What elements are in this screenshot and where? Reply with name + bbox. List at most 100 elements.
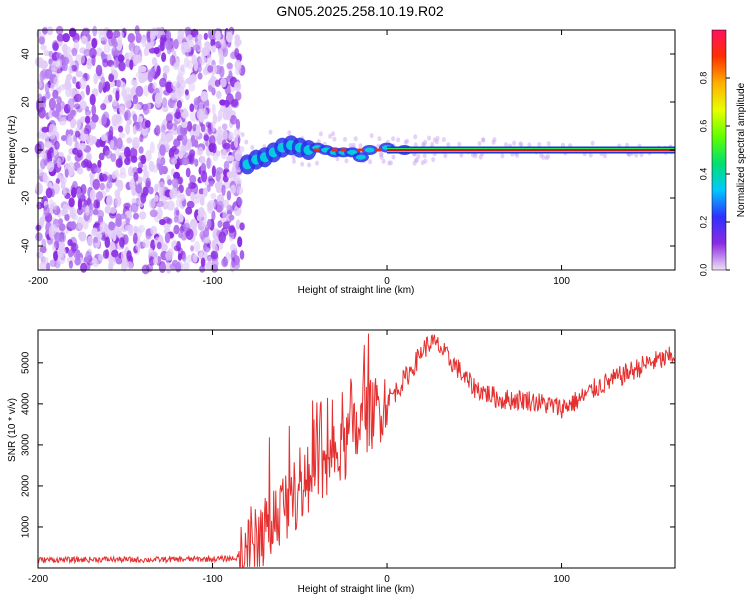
spectrogram-cell	[217, 242, 224, 250]
snr-frame	[37, 329, 676, 569]
spectrogram-cells	[34, 25, 674, 275]
snr-x-ticks: -200 -100 0 100	[28, 330, 570, 585]
spectrogram-cell	[217, 220, 223, 228]
spectrogram-cell	[108, 73, 115, 83]
spectrogram-cell	[206, 157, 211, 170]
spectrogram-cell	[43, 50, 51, 57]
spectrogram-cell	[200, 123, 206, 133]
spectrogram-cell	[94, 167, 102, 173]
spectrogram-cell	[211, 165, 216, 178]
spectrogram-cell	[103, 43, 111, 54]
spectrogram-cell	[181, 157, 190, 166]
spectrogram-cell	[51, 60, 59, 72]
y-tick-label: 4000	[21, 392, 32, 415]
spectrogram-cell	[143, 164, 148, 176]
spectrogram-cell	[159, 144, 166, 156]
spectrogram-cell	[112, 30, 121, 38]
spectrogram-cell	[391, 136, 396, 142]
spectrogram-cell	[176, 100, 182, 109]
spectrogram-cell	[80, 262, 88, 273]
colorbar-tick-label: 0.2	[698, 216, 708, 229]
spectrogram-cell	[218, 49, 224, 59]
spectrogram-cell	[218, 231, 226, 244]
spectrogram-cell	[70, 109, 77, 117]
spectrogram-cell	[220, 38, 227, 49]
spectrogram-cell	[218, 57, 224, 65]
spectrogram-cell	[81, 35, 88, 45]
spectrogram-cell	[602, 153, 607, 159]
spectrogram-cell	[102, 249, 109, 259]
spectrogram-cell	[92, 178, 101, 190]
spectrogram-cell	[184, 89, 189, 96]
spectrogram-cell	[561, 142, 565, 148]
spectrogram-cell	[206, 45, 213, 52]
spectrogram-cell	[135, 184, 143, 194]
spectrogram-cell	[196, 108, 205, 121]
spectrogram-cell	[220, 77, 227, 88]
spectrogram-cell	[125, 217, 130, 225]
spectrogram-cell	[169, 188, 177, 199]
spectrogram-cell	[150, 225, 158, 236]
spectrogram-cell	[197, 72, 203, 80]
spectrogram-cell	[176, 124, 185, 136]
spectrogram-cell	[478, 154, 483, 160]
spectrogram-cell	[158, 163, 164, 176]
spectrogram-cell	[171, 81, 179, 91]
spectrogram-cell	[368, 159, 373, 165]
spectrogram-cell	[101, 134, 108, 142]
spectrogram-cell	[228, 225, 236, 234]
spectrogram-cell	[143, 84, 150, 97]
spectrogram-cell	[66, 256, 75, 264]
spectrogram-cell	[230, 184, 237, 194]
spectrogram-cell	[55, 102, 62, 113]
spectrogram-cell	[413, 142, 418, 148]
spectrogram-cell	[195, 124, 201, 132]
spectrogram-cell	[179, 193, 186, 201]
spectrogram-cell	[148, 247, 154, 257]
spectrogram-cell	[234, 59, 242, 71]
spectrogram-cell	[228, 214, 235, 221]
spectrogram-cell	[161, 52, 167, 63]
y-tick-label: -20	[21, 190, 32, 205]
spectrogram-cell	[412, 160, 417, 166]
spectrogram-cell	[115, 90, 120, 102]
spectrogram-cell	[68, 27, 77, 38]
spectrogram-cell	[189, 103, 195, 112]
spectrogram-cell	[40, 44, 47, 51]
spectrogram-cell	[160, 241, 166, 251]
spectrogram-cell	[48, 97, 57, 110]
spectrogram-cell	[546, 141, 551, 147]
spectrogram-cell	[95, 139, 102, 148]
spectrogram-cell	[104, 81, 111, 92]
spectrogram-cell	[167, 179, 173, 186]
spectrogram-cell	[150, 239, 156, 251]
colorbar-ticks: 0.0 0.2 0.4 0.6 0.8	[698, 72, 730, 276]
spectrogram-cell	[216, 200, 224, 213]
spectrogram-cell	[84, 115, 91, 124]
spectrogram-cell	[35, 232, 43, 242]
spectrogram-cell	[43, 256, 49, 265]
spectrogram-cell	[119, 237, 125, 248]
spectrogram-cell	[85, 159, 92, 172]
spectrogram-cell	[89, 189, 96, 201]
spectrogram-cell	[94, 221, 100, 229]
spectrogram-cell	[217, 125, 223, 137]
ridge-blob	[347, 149, 358, 155]
spectrogram-cell	[203, 242, 208, 252]
spectrogram-cell	[211, 103, 216, 115]
ridge-blob	[364, 147, 375, 153]
spectrogram-cell	[52, 89, 59, 100]
spectrogram-cell	[233, 136, 239, 148]
spectrogram-cell	[115, 158, 123, 168]
spectrogram-cell	[59, 175, 65, 183]
spectrogram-cell	[178, 232, 184, 239]
spectrogram-cell	[39, 261, 47, 271]
spectrogram-cell	[124, 99, 132, 109]
spectrogram-cell	[590, 140, 595, 146]
spectrogram-cell	[46, 161, 55, 173]
spectrogram-cell	[181, 120, 188, 128]
spectrogram-cell	[64, 213, 70, 222]
spectrogram-cell	[41, 96, 47, 104]
spectrogram-cell	[132, 137, 140, 149]
spectrogram-cell	[61, 135, 67, 142]
